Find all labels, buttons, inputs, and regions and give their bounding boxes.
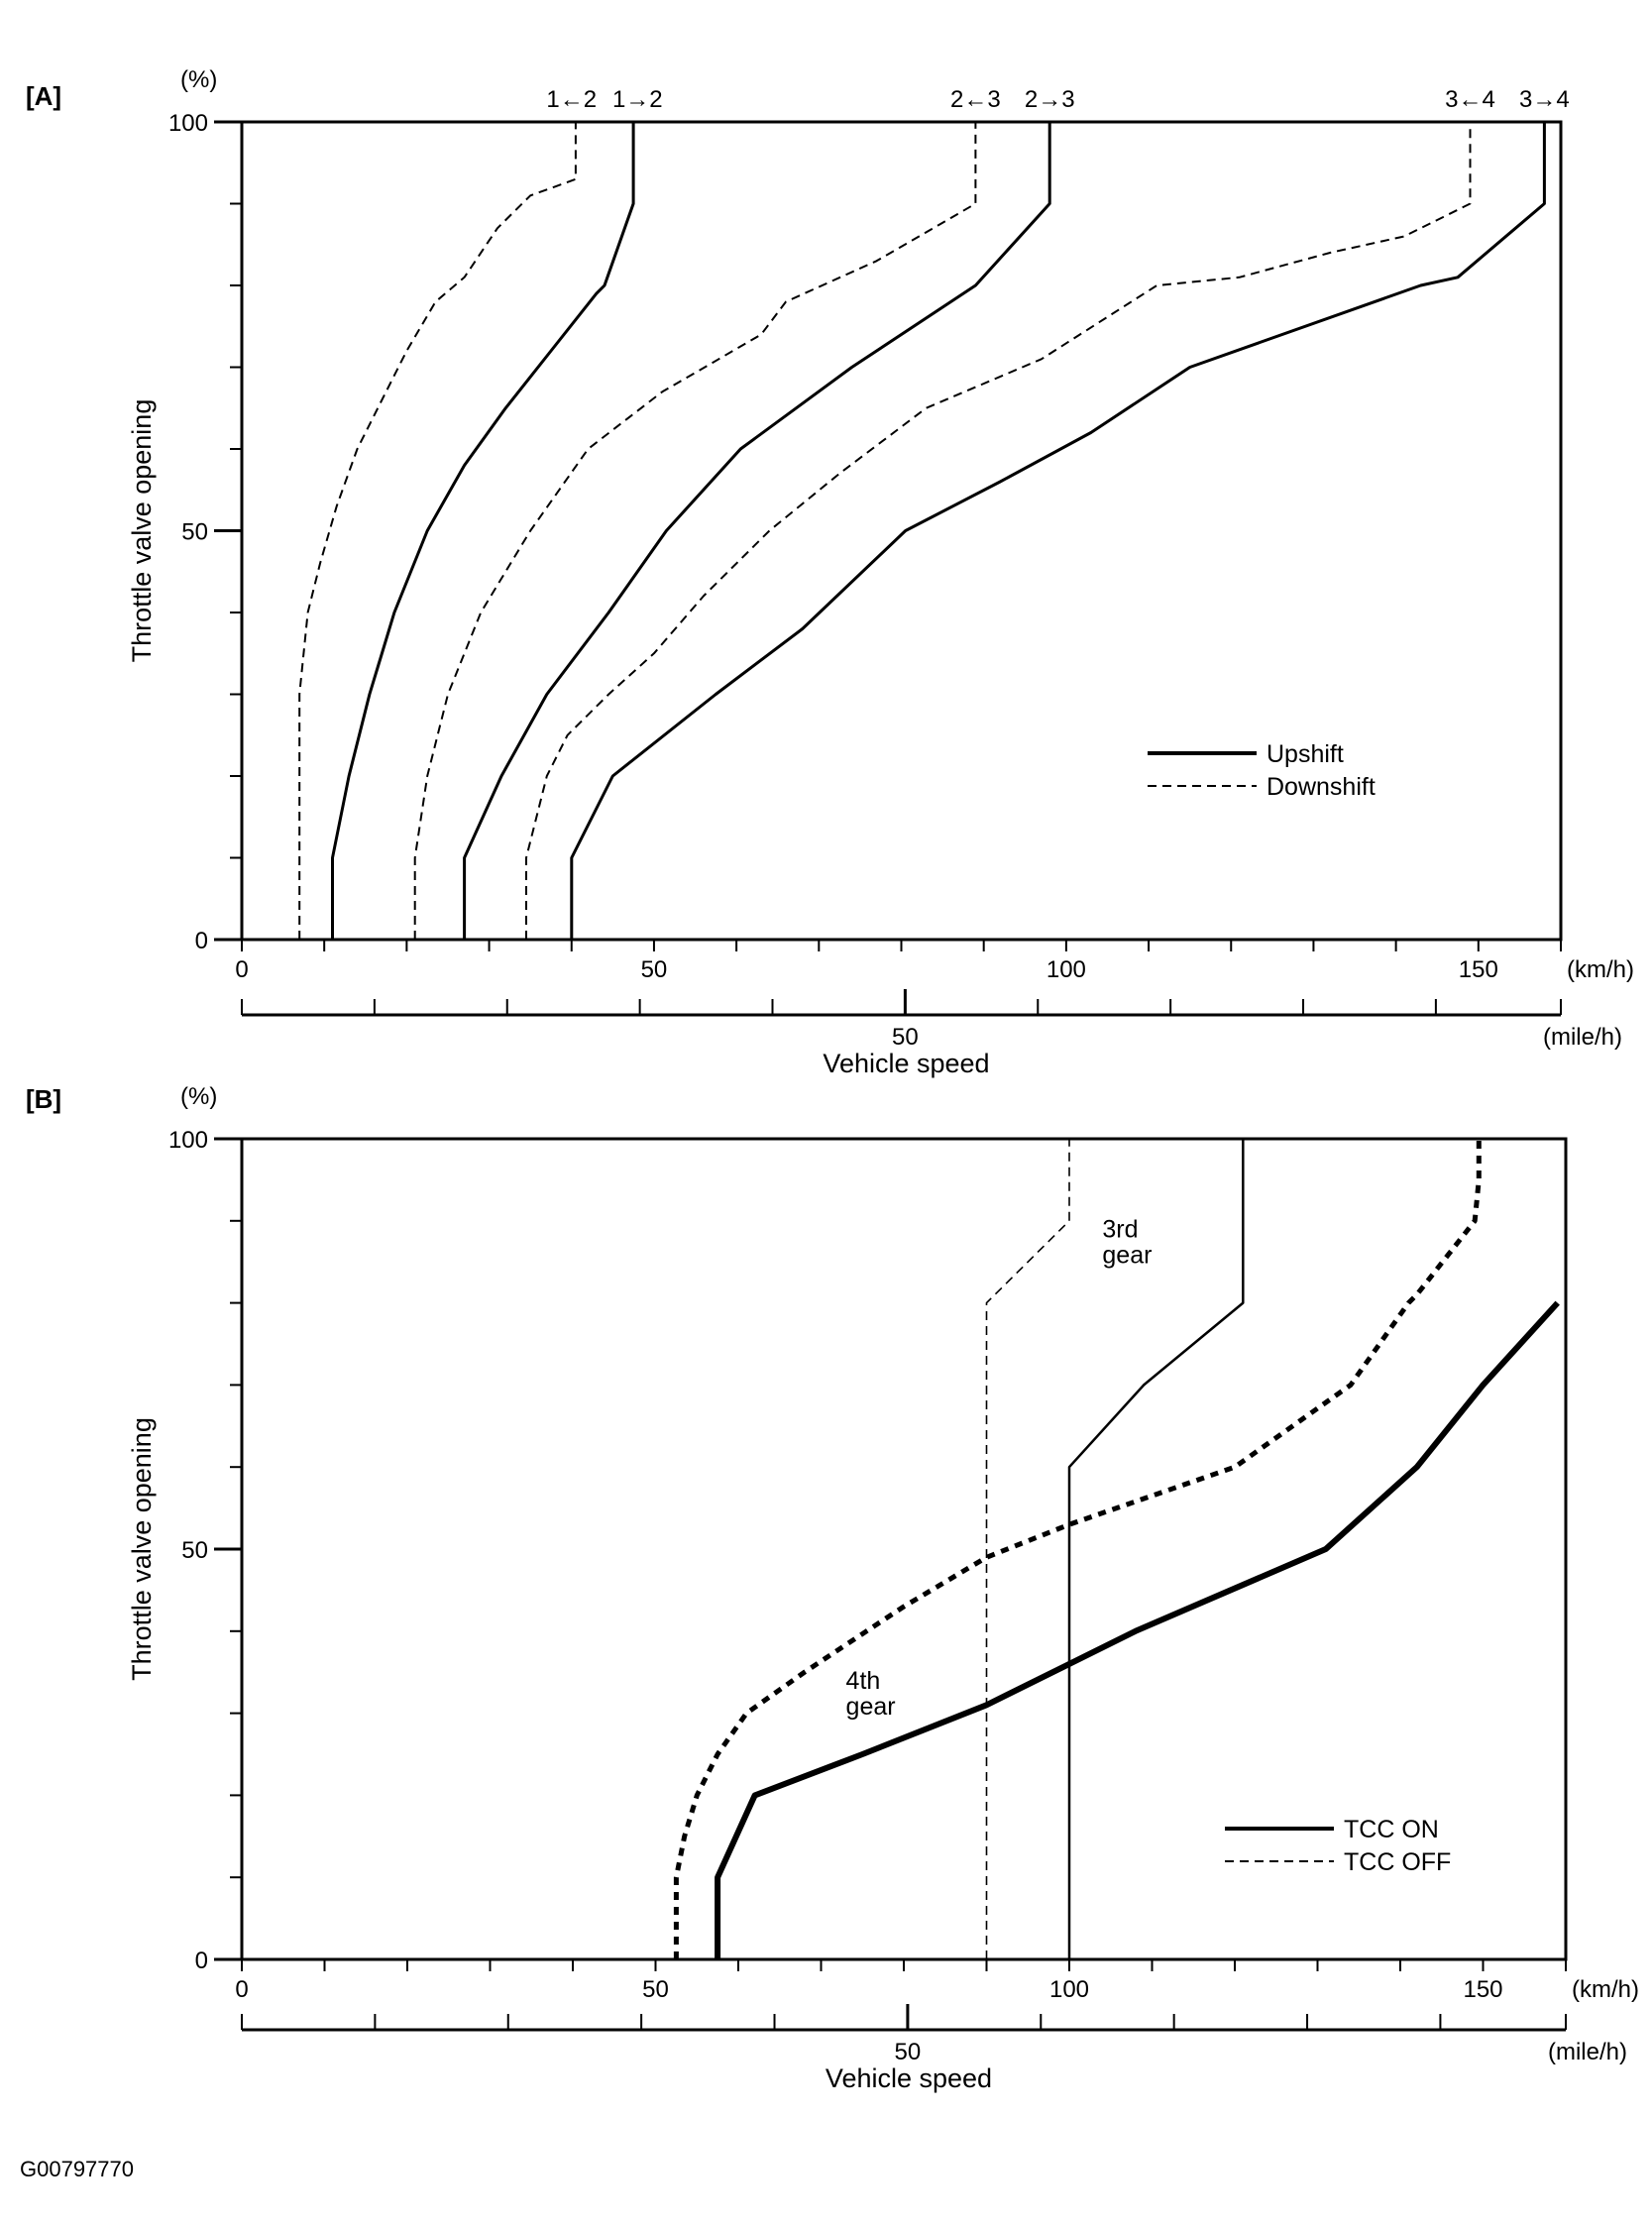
series-line-a-1 xyxy=(331,122,635,940)
gear-annotation-b: 4th gear xyxy=(846,1667,896,1721)
series-line-a-4 xyxy=(525,122,1472,940)
y-unit-label-a: (%) xyxy=(180,66,217,93)
y-tick-label-a: 0 xyxy=(195,928,208,954)
secondary-tick-label-b: 50 xyxy=(895,2039,922,2065)
y-tick-label-b: 0 xyxy=(195,1948,208,1974)
x-tick-label-b: 100 xyxy=(1049,1976,1089,2003)
x-tick-label-a: 150 xyxy=(1459,956,1498,983)
shift-label-a: 2→3 xyxy=(1025,86,1075,113)
x-unit-label-b: (km/h) xyxy=(1572,1976,1639,2003)
secondary-unit-label-a: (mile/h) xyxy=(1543,1024,1622,1051)
gear-annotation-line: gear xyxy=(1102,1241,1152,1269)
panel-a-label: [A] xyxy=(26,81,62,111)
x-axis-title-b: Vehicle speed xyxy=(826,2063,992,2093)
shift-label-a: 1←2 xyxy=(546,86,597,113)
shift-label-a: 3→4 xyxy=(1519,86,1570,113)
shift-label-a: 3←4 xyxy=(1445,86,1495,113)
legend-label-a: Upshift xyxy=(1267,740,1344,768)
x-tick-label-b: 0 xyxy=(235,1976,248,2003)
series-line-a-2 xyxy=(413,122,977,940)
series-line-a-5 xyxy=(570,122,1546,940)
x-tick-label-a: 50 xyxy=(641,956,668,983)
legend-label-b: TCC OFF xyxy=(1344,1848,1451,1876)
x-tick-label-b: 150 xyxy=(1463,1976,1502,2003)
legend-label-a: Downshift xyxy=(1267,773,1376,801)
y-tick-label-a: 50 xyxy=(181,519,208,546)
y-unit-label-b: (%) xyxy=(180,1083,217,1110)
y-axis-title-b: Throttle valve opening xyxy=(127,1417,157,1681)
shift-label-a: 2←3 xyxy=(950,86,1001,113)
panel-b-label: [B] xyxy=(26,1084,62,1114)
legend-label-b: TCC ON xyxy=(1344,1816,1439,1843)
shift-label-a: 1→2 xyxy=(612,86,663,113)
y-tick-label-a: 100 xyxy=(168,110,208,137)
plot-frame-a xyxy=(240,120,1563,942)
x-tick-label-a: 0 xyxy=(235,956,248,983)
gear-annotation-line: 4th xyxy=(846,1667,881,1695)
gear-annotation-b: 3rd gear xyxy=(1102,1215,1152,1269)
x-tick-label-b: 50 xyxy=(642,1976,669,2003)
y-tick-label-b: 50 xyxy=(181,1537,208,1564)
y-tick-label-b: 100 xyxy=(168,1127,208,1154)
series-line-b-1 xyxy=(1067,1139,1245,1959)
series-line-a-3 xyxy=(463,122,1051,940)
secondary-unit-label-b: (mile/h) xyxy=(1548,2039,1627,2065)
x-tick-label-a: 100 xyxy=(1046,956,1086,983)
y-axis-title-a: Throttle valve opening xyxy=(127,399,157,663)
series-line-b-3 xyxy=(715,1300,1560,1959)
series-line-b-0 xyxy=(985,1139,1070,1959)
secondary-tick-label-a: 50 xyxy=(892,1024,919,1051)
x-axis-title-a: Vehicle speed xyxy=(823,1049,989,1078)
gear-annotation-line: gear xyxy=(846,1693,896,1721)
gear-annotation-line: 3rd xyxy=(1102,1215,1138,1243)
series-line-a-0 xyxy=(298,122,577,940)
x-unit-label-a: (km/h) xyxy=(1567,956,1634,983)
figure-code: G00797770 xyxy=(20,2157,134,2181)
